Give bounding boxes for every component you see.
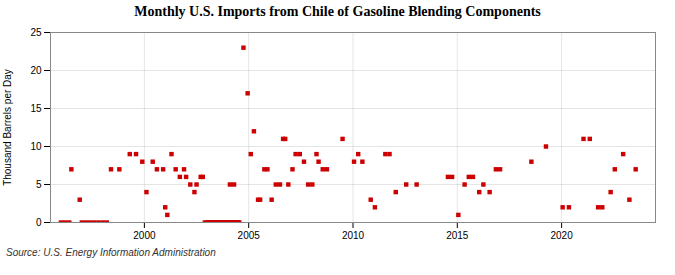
svg-text:2015: 2015	[446, 230, 469, 241]
html-text:Monthly U.S. Imports from Chil: Monthly U.S. Imports from Chile of Gasol…	[134, 4, 541, 19]
svg-text:0: 0	[36, 217, 42, 228]
svg-text:20: 20	[30, 65, 42, 76]
svg-text:25: 25	[30, 27, 42, 38]
svg-text:2000: 2000	[133, 230, 156, 241]
svg-text:10: 10	[30, 141, 42, 152]
svg-text:5: 5	[36, 179, 42, 190]
svg-text:2005: 2005	[238, 230, 261, 241]
html-text:Source: U.S. Energy Informatio: Source: U.S. Energy Information Administ…	[6, 247, 216, 258]
svg-text:2010: 2010	[342, 230, 365, 241]
svg-text:2020: 2020	[550, 230, 573, 241]
svg-text:15: 15	[30, 103, 42, 114]
svg-text:Thousand Barrels per Day: Thousand Barrels per Day	[2, 69, 13, 186]
